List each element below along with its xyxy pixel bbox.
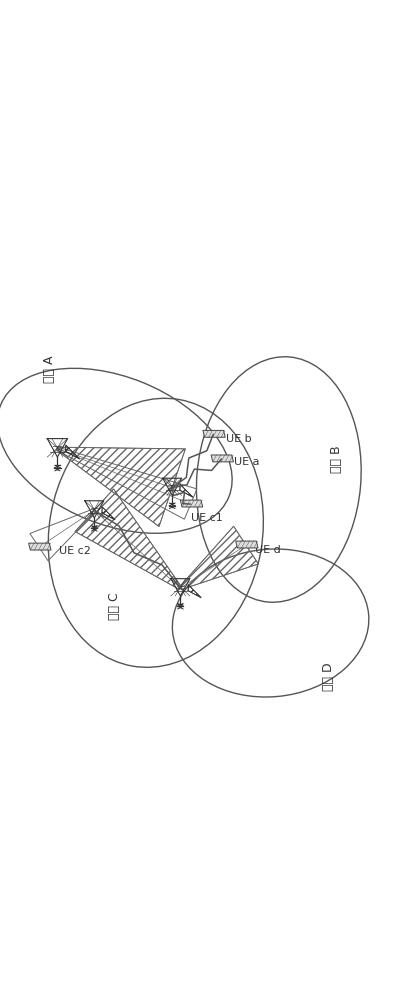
Polygon shape (180, 500, 202, 507)
Text: UE b: UE b (225, 434, 251, 444)
Polygon shape (211, 455, 233, 462)
Text: 小区 C: 小区 C (108, 593, 121, 620)
Text: UE a: UE a (233, 457, 258, 467)
Text: 小区 A: 小区 A (43, 355, 56, 383)
Polygon shape (235, 541, 257, 548)
Polygon shape (29, 543, 51, 550)
Text: UE d: UE d (254, 545, 280, 555)
Text: UE c1: UE c1 (190, 513, 222, 523)
Polygon shape (202, 430, 225, 437)
Text: 小区 B: 小区 B (329, 445, 342, 473)
Text: 小区 D: 小区 D (321, 662, 334, 691)
Text: UE c2: UE c2 (59, 546, 91, 556)
